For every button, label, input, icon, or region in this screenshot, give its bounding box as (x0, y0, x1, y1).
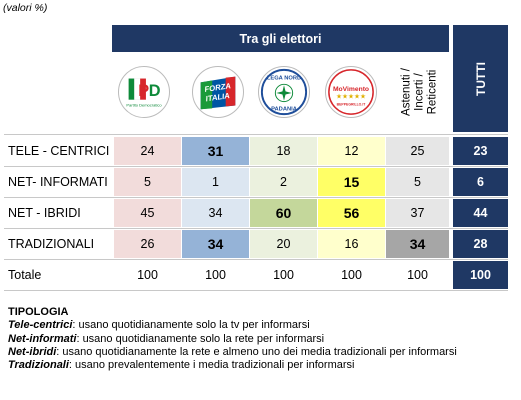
row-rule (4, 228, 508, 229)
cell-abst: 37 (386, 199, 449, 227)
row-label: NET - IBRIDI (8, 206, 81, 220)
legend-title: TIPOLOGIA (8, 306, 69, 318)
legend-term: Tradizionali (8, 359, 69, 372)
legend-item: Tradizionali: usano prevalentemente i me… (8, 359, 457, 372)
cell-tutti: 6 (453, 168, 508, 196)
cell-ln: 60 (250, 199, 317, 227)
cell-ln: 20 (250, 230, 317, 258)
legend-desc: : usano prevalentemente i media tradizio… (68, 359, 355, 372)
tutti-header: TUTTI (453, 25, 508, 132)
cell-ln: 18 (250, 137, 317, 165)
row-rule (4, 259, 508, 260)
legend-desc: : usano quotidianamente la rete e almeno… (56, 345, 457, 358)
abstainers-label-1: Astenuti / (400, 68, 413, 116)
legend-desc: : usano quotidianamente solo la rete per… (76, 332, 325, 345)
legend-term: Net-ibridi (8, 345, 57, 358)
legend-item: Net-informati: usano quotidianamente sol… (8, 333, 457, 346)
svg-text:FORZA: FORZA (204, 81, 231, 94)
legend-desc: : usano quotidianamente solo la tv per i… (72, 319, 310, 332)
movimento-5-stelle-logo-icon: MoVimento ★★★★★ BEPPEGRILLO.IT (325, 66, 377, 118)
row-label: Totale (8, 268, 42, 282)
abstainers-label-3: Reticenti (426, 69, 439, 115)
cell-ln: 100 (273, 268, 294, 282)
cell-ln: 2 (250, 168, 317, 196)
row-label: TRADIZIONALI (8, 237, 95, 251)
cell-tutti: 44 (453, 199, 508, 227)
cell-fi: 34 (182, 230, 249, 258)
abstainers-header: Astenuti / Incerti / Reticenti (392, 52, 448, 132)
legend-term: Tele-centrici (8, 319, 73, 332)
cell-m5s: 12 (318, 137, 385, 165)
pd-logo-icon: P D Partito Democratico (118, 66, 170, 118)
svg-text:ITALIA: ITALIA (205, 91, 230, 103)
cell-tutti: 23 (453, 137, 508, 165)
svg-text:P: P (138, 82, 149, 100)
table-row-net-ibridi: NET - IBRIDI 45 34 60 56 37 44 (4, 198, 508, 228)
lega-nord-logo-icon: LEGA NORD PADANIA (258, 66, 310, 118)
svg-text:PADANIA: PADANIA (271, 106, 297, 112)
svg-text:D: D (149, 82, 161, 100)
legend-term: Net-informati (8, 332, 77, 345)
cell-abst: 25 (386, 137, 449, 165)
table-row-tele-centrici: TELE - CENTRICI 24 31 18 12 25 23 (4, 136, 508, 166)
svg-text:★★★★★: ★★★★★ (336, 93, 366, 101)
unit-note: (valori %) (3, 2, 48, 14)
table-bottom-rule (4, 290, 508, 291)
row-rule (4, 197, 508, 198)
forza-italia-logo-icon: FORZA ITALIA (192, 66, 244, 118)
cell-fi: 34 (182, 199, 249, 227)
cell-pd: 5 (114, 168, 181, 196)
cell-m5s: 16 (318, 230, 385, 258)
svg-text:MoVimento: MoVimento (333, 86, 369, 93)
cell-pd: 45 (114, 199, 181, 227)
cell-abst: 34 (386, 230, 449, 258)
svg-text:BEPPEGRILLO.IT: BEPPEGRILLO.IT (337, 102, 367, 106)
cell-fi: 100 (205, 268, 226, 282)
tutti-header-label: TUTTI (473, 61, 488, 96)
cell-pd: 100 (137, 268, 158, 282)
table-row-totale: Totale 100 100 100 100 100 100 (4, 260, 508, 290)
cell-pd: 24 (114, 137, 181, 165)
row-label: TELE - CENTRICI (8, 144, 110, 158)
svg-text:Partito Democratico: Partito Democratico (126, 102, 162, 107)
table-top-rule (4, 134, 508, 135)
table-row-tradizionali: TRADIZIONALI 26 34 20 16 34 28 (4, 229, 508, 259)
row-label: NET- INFORMATI (8, 175, 108, 189)
abstainers-label-2: Incerti / (413, 73, 426, 111)
group-header: Tra gli elettori (112, 25, 449, 52)
cell-pd: 26 (114, 230, 181, 258)
legend-item: Tele-centrici: usano quotidianamente sol… (8, 319, 457, 332)
cell-m5s: 15 (318, 168, 385, 196)
legend-item: Net-ibridi: usano quotidianamente la ret… (8, 346, 457, 359)
row-rule (4, 166, 508, 167)
cell-fi: 31 (182, 137, 249, 165)
cell-abst: 5 (386, 168, 449, 196)
svg-text:LEGA NORD: LEGA NORD (267, 76, 301, 82)
table-row-net-informati: NET- INFORMATI 5 1 2 15 5 6 (4, 167, 508, 197)
cell-m5s: 56 (318, 199, 385, 227)
cell-tutti: 28 (453, 230, 508, 258)
cell-abst: 100 (407, 268, 428, 282)
cell-m5s: 100 (341, 268, 362, 282)
cell-fi: 1 (182, 168, 249, 196)
cell-tutti: 100 (453, 261, 508, 289)
legend: TIPOLOGIA Tele-centrici: usano quotidian… (8, 306, 457, 372)
